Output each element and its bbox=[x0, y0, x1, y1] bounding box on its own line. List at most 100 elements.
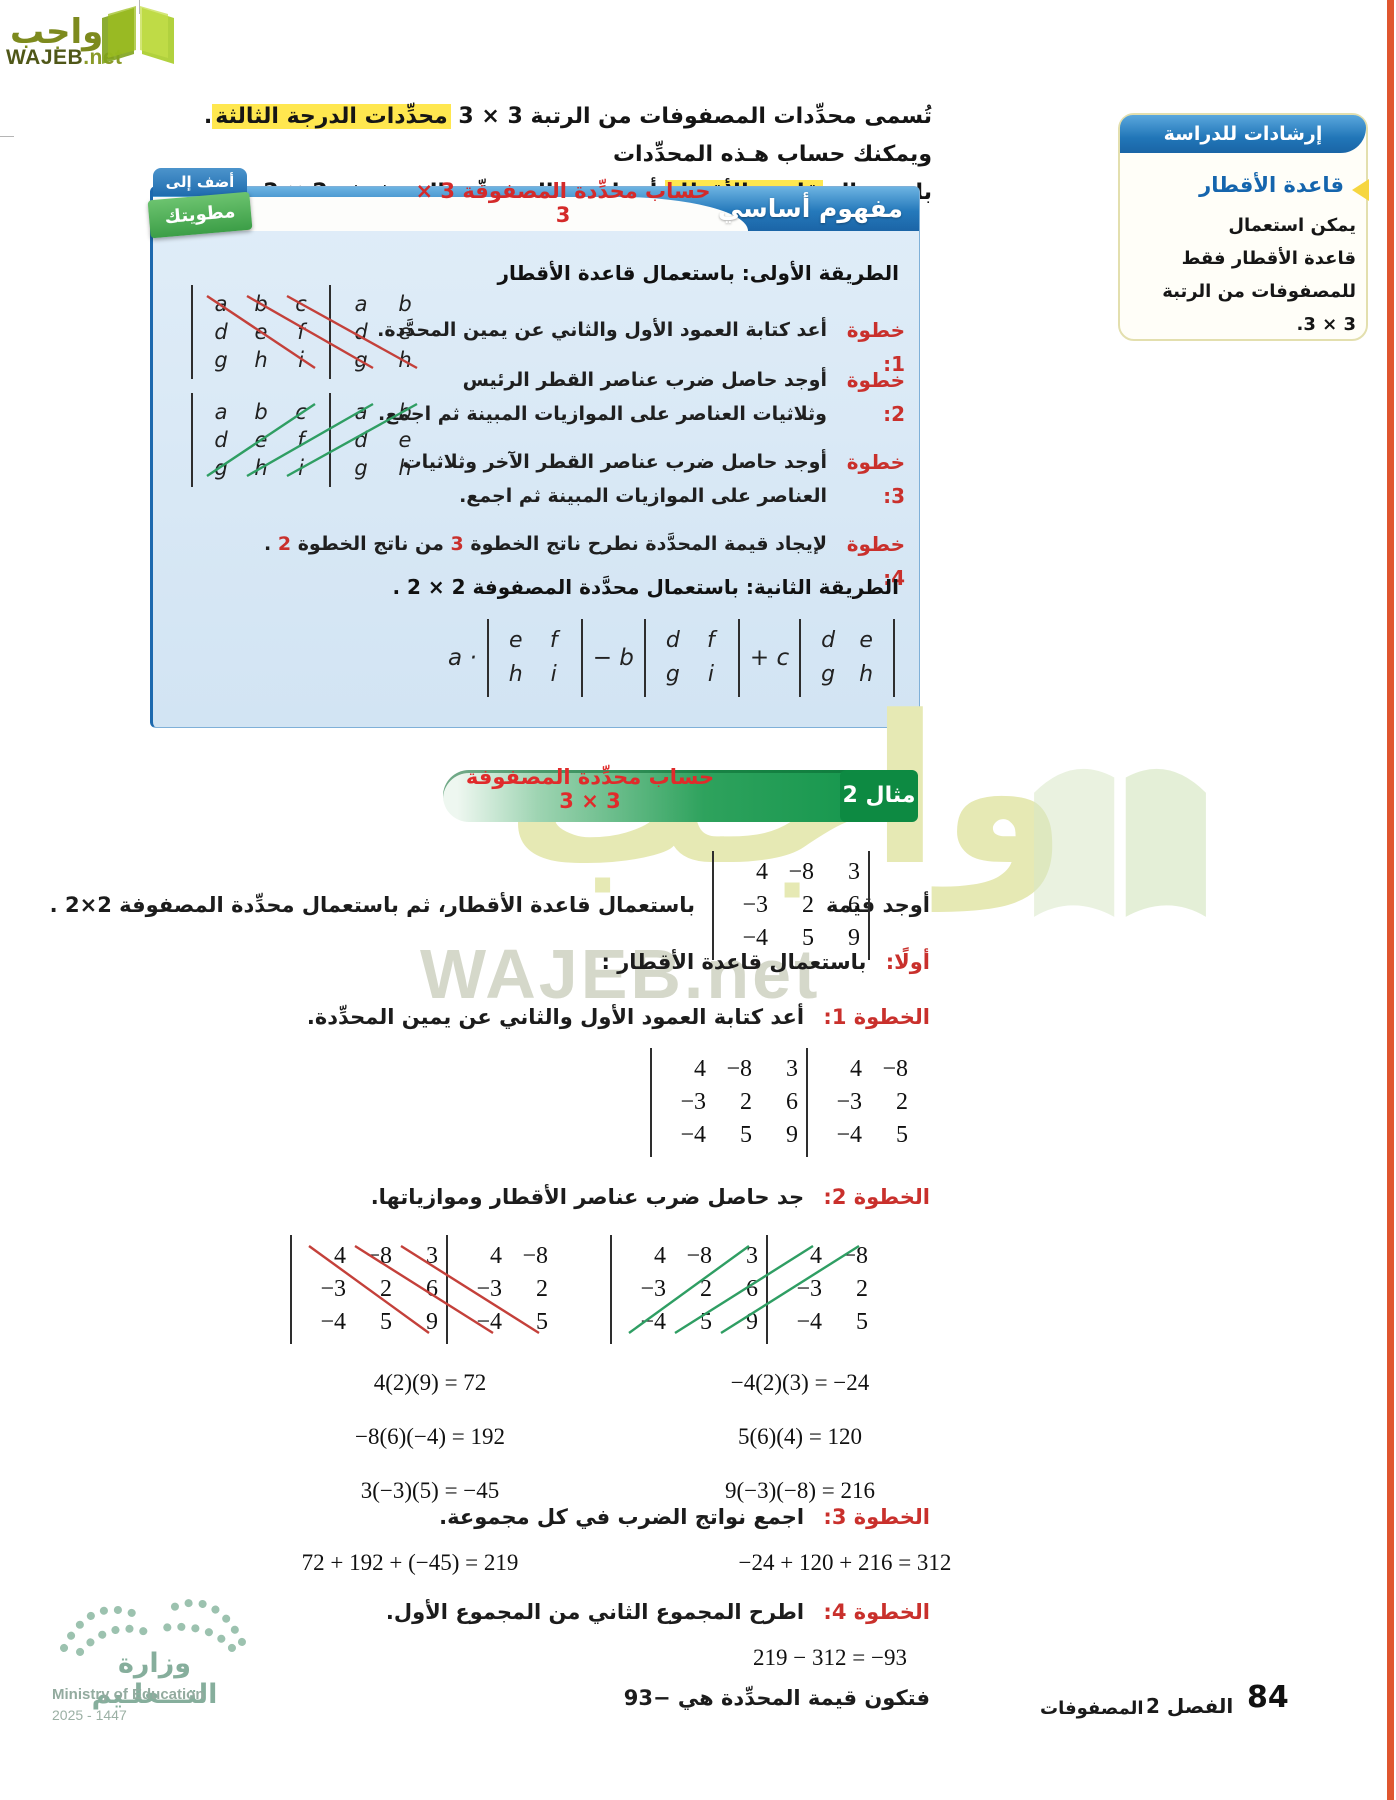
calc-line: −4(2)(3) = −24 bbox=[730, 1370, 870, 1395]
formula-term-b: − b bbox=[592, 645, 634, 671]
concept-step-2: خطوة 2: أوجد حاصل ضرب عناصر القطر الرئيس… bbox=[378, 363, 905, 431]
key-concept-box: حساب محدِّدة المصفوفة 3 × 3 مفهوم أساسي … bbox=[150, 179, 920, 728]
step-label: خطوة 3: bbox=[846, 450, 905, 508]
ministry-name-english: Ministry of Education bbox=[52, 1686, 205, 1703]
step-text: أعد كتابة العمود الأول والثاني عن يمين ا… bbox=[377, 319, 827, 341]
example-step-3: الخطوة 3: اجمع نواتج الضرب في كل مجموعة. bbox=[439, 1505, 930, 1529]
method-one-title: الطريقة الأولى: باستعمال قاعدة الأقطار bbox=[497, 261, 899, 285]
example-prompt-end: باستعمال قاعدة الأقطار، ثم باستعمال محدِ… bbox=[49, 893, 695, 917]
study-tips-body: يمكن استعمال قاعدة الأقطار فقط للمصفوفات… bbox=[1128, 209, 1356, 341]
study-tips-line: للمصفوفات من الرتبة bbox=[1162, 281, 1356, 302]
first-label: أولًا: bbox=[885, 950, 930, 974]
step-text: اجمع نواتج الضرب في كل مجموعة. bbox=[439, 1505, 805, 1529]
step-text: أوجد حاصل ضرب عناصر القطر الرئيس وثلاثيات… bbox=[378, 363, 827, 431]
ministry-name-arabic: وزارة التـــعلـيم bbox=[91, 1648, 218, 1710]
study-tips-line: قاعدة الأقطار فقط bbox=[1181, 248, 1356, 269]
footer-chapter: الفصل 2 bbox=[1146, 1694, 1234, 1718]
study-tips-box: إرشادات للدراسة قاعدة الأقطار يمكن استعم… bbox=[1118, 113, 1369, 341]
step-text-line: وثلاثيات العناصر على الموازيات المبينة ث… bbox=[377, 403, 827, 425]
calc-line: 9(−3)(−8) = 216 bbox=[724, 1478, 876, 1503]
sum-left: 72 + 192 + (−45) = 219 bbox=[301, 1550, 519, 1575]
yellow-arrow-icon bbox=[1352, 179, 1369, 201]
watermark-latin: WAJEB.net bbox=[420, 935, 821, 1013]
example-2-badge: مثال 2 bbox=[840, 770, 918, 822]
example-step-4: الخطوة 4: اطرح المجموع الثاني من المجموع… bbox=[386, 1600, 930, 1624]
step-ref-number: 3 bbox=[450, 533, 464, 555]
ministry-years: 2025 - 1447 bbox=[52, 1707, 127, 1723]
step2-matrix-main-diagonals: 4 −8 3 −3 2 6 −4 5 9 4 −8 −3 2 −4 5 bbox=[290, 1235, 556, 1344]
step-text-line: أوجد حاصل ضرب عناصر القطر الآخر وثلاثيات bbox=[402, 451, 827, 473]
intro-line1-highlight: محدِّدات الدرجة الثالثة bbox=[212, 104, 451, 129]
formula-term-c: + c bbox=[749, 645, 790, 671]
intro-line-1: تُسمى محدِّدات المصفوفات من الرتبة 3 × 3… bbox=[190, 98, 932, 174]
step-text-line: أوجد حاصل ضرب عناصر القطر الرئيس bbox=[462, 369, 827, 391]
concept-step-4: خطوة 4: لإيجاد قيمة المحدَّدة نطرح ناتج … bbox=[264, 527, 905, 595]
step1-expanded-matrix: 4 −8 3 −3 2 6 −4 5 9 4 −8 −3 2 −4 5 bbox=[650, 1048, 916, 1157]
example-2-band: مثال 2 حساب محدِّدة المصفوفة 3 × 3 bbox=[443, 765, 918, 822]
formula-term-a: a · bbox=[448, 645, 477, 671]
intro-line1-pre: تُسمى محدِّدات المصفوفات من الرتبة 3 × 3 bbox=[450, 104, 932, 129]
step-text: اطرح المجموع الثاني من المجموع الأول. bbox=[385, 1600, 805, 1624]
calc-line: −8(6)(−4) = 192 bbox=[354, 1424, 506, 1449]
final-equation: 219 − 312 = −93 bbox=[753, 1645, 907, 1670]
step-text: أوجد حاصل ضرب عناصر القطر الآخر وثلاثيات… bbox=[403, 445, 827, 513]
calc-line: 3(−3)(5) = −45 bbox=[360, 1478, 500, 1503]
key-concept-subtitle: حساب محدِّدة المصفوفة 3 × 3 bbox=[415, 179, 711, 227]
step-label: خطوة 1: bbox=[846, 318, 905, 376]
step-text-line: العناصر على الموازيات المبينة ثم اجمع. bbox=[459, 485, 827, 507]
concept-step-1: خطوة 1: أعد كتابة العمود الأول والثاني ع… bbox=[377, 313, 905, 381]
step-text: جد حاصل ضرب عناصر الأقطار وموازياتها. bbox=[370, 1185, 805, 1209]
step-ref-number: 2 bbox=[277, 533, 292, 555]
book-logo-icon bbox=[102, 6, 174, 64]
step-text-part: من ناتج الخطوة bbox=[291, 533, 451, 555]
study-tips-line: يمكن استعمال bbox=[1228, 215, 1356, 236]
first-text: باستعمال قاعدة الأقطار : bbox=[601, 950, 867, 974]
crop-mark-vertical bbox=[139, 0, 140, 14]
step-text: أعد كتابة العمود الأول والثاني عن يمين ا… bbox=[306, 1005, 805, 1029]
step-text-part: . bbox=[264, 533, 278, 555]
step-text-part: لإيجاد قيمة المحدَّدة نطرح ناتج الخطوة bbox=[463, 533, 827, 555]
example-step-1: الخطوة 1: أعد كتابة العمود الأول والثاني… bbox=[307, 1005, 930, 1029]
step-label: خطوة 2: bbox=[846, 368, 905, 426]
study-tips-title: قاعدة الأقطار bbox=[1199, 173, 1344, 197]
page-number: 84 bbox=[1247, 1680, 1289, 1715]
wajeb-logo-latin-name: WAJEB bbox=[6, 46, 84, 69]
first-method-line: أولًا: باستعمال قاعدة الأقطار : bbox=[602, 950, 931, 974]
footer-section: المصفوفات bbox=[1040, 1698, 1144, 1719]
watermark-book-icon bbox=[1034, 768, 1206, 917]
key-concept-title: مفهوم أساسي bbox=[717, 194, 903, 223]
wajeb-logo-latin: WAJEB.net bbox=[6, 46, 122, 70]
step-label: خطوة 4: bbox=[846, 532, 905, 590]
method-two-title: الطريقة الثانية: باستعمال محدَّدة المصفو… bbox=[392, 575, 899, 599]
step-label: الخطوة 1: bbox=[823, 1005, 930, 1029]
calc-line: 4(2)(9) = 72 bbox=[373, 1370, 487, 1395]
example-prompt-start: أوجد قيمة bbox=[826, 893, 930, 917]
study-tips-header: إرشادات للدراسة bbox=[1120, 115, 1366, 153]
study-tips-line: 3 × 3. bbox=[1296, 314, 1356, 335]
concept-step-3: خطوة 3: أوجد حاصل ضرب عناصر القطر الآخر … bbox=[403, 445, 905, 513]
step-label: الخطوة 4: bbox=[823, 1600, 930, 1624]
step-label: الخطوة 2: bbox=[823, 1185, 930, 1209]
step-text: لإيجاد قيمة المحدَّدة نطرح ناتج الخطوة 3… bbox=[264, 527, 827, 561]
intro-line1-post: . ويمكنك حساب هـذه المحدِّدات bbox=[203, 104, 932, 167]
step2-matrix-anti-diagonals: 4 −8 3 −3 2 6 −4 5 9 4 −8 −3 2 −4 5 bbox=[610, 1235, 876, 1344]
example-step-2: الخطوة 2: جد حاصل ضرب عناصر الأقطار وموا… bbox=[371, 1185, 930, 1209]
sum-right: −24 + 120 + 216 = 312 bbox=[738, 1550, 952, 1575]
wajeb-logo-arabic: واجب bbox=[10, 12, 104, 52]
key-concept-header-band: حساب محدِّدة المصفوفة 3 × 3 مفهوم أساسي bbox=[153, 179, 919, 231]
example-2-title: حساب محدِّدة المصفوفة 3 × 3 bbox=[465, 765, 715, 813]
example-determinant-matrix: 4 −8 3 −3 2 6 −4 5 9 bbox=[712, 851, 870, 960]
crop-mark-horizontal bbox=[0, 136, 14, 137]
add-to-foldable-tab: أضف إلى bbox=[153, 168, 247, 196]
conclusion-line: فتكون قيمة المحدِّدة هي −93 bbox=[623, 1686, 930, 1710]
step-label: الخطوة 3: bbox=[823, 1505, 930, 1529]
calc-line: 5(6)(4) = 120 bbox=[737, 1424, 863, 1449]
ministry-logo-dots bbox=[60, 1599, 246, 1656]
